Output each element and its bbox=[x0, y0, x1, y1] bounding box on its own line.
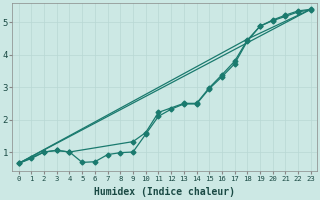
X-axis label: Humidex (Indice chaleur): Humidex (Indice chaleur) bbox=[94, 187, 235, 197]
